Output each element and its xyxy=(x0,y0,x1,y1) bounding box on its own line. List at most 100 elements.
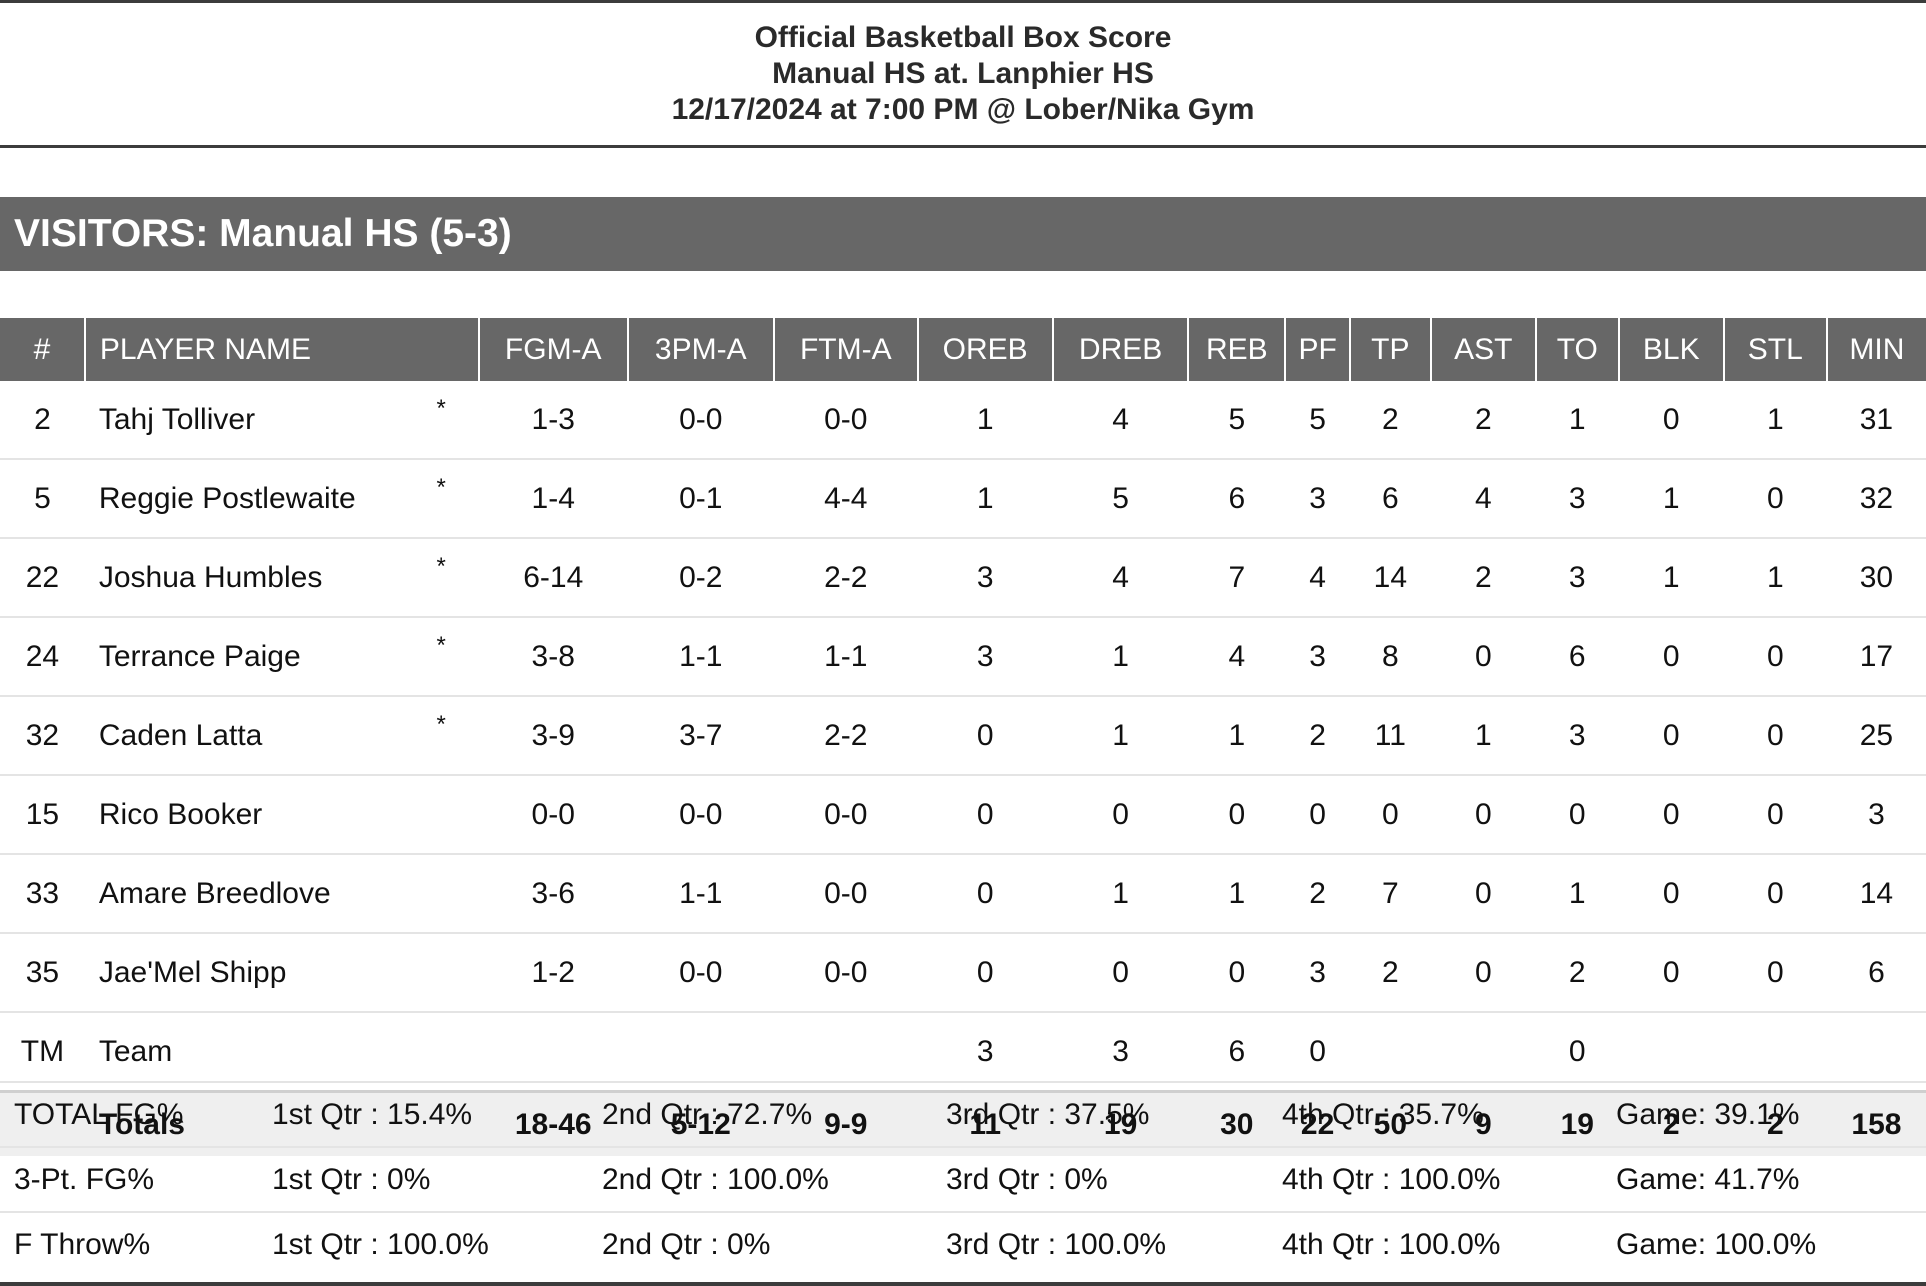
top-rule xyxy=(0,0,1926,3)
player-ast: 2 xyxy=(1474,402,1492,436)
percentage-row: F Throw% 1st Qtr : 100.0% 2nd Qtr : 0% 3rd … xyxy=(0,1211,1926,1276)
col-header-tp: TP xyxy=(1349,318,1432,381)
player-stl: 0 xyxy=(1723,932,1827,1012)
player-min: 25 xyxy=(1826,695,1926,775)
player-dreb: 1 xyxy=(1052,853,1189,933)
player-ast: 2 xyxy=(1430,537,1536,617)
pct-game: Game: 100.0% xyxy=(1616,1211,1926,1276)
player-num: 35 xyxy=(0,932,85,1012)
player-stl xyxy=(1723,1011,1827,1092)
player-oreb: 1 xyxy=(976,402,994,436)
player-pf: 4 xyxy=(1285,537,1350,617)
player-ftma: 0-0 xyxy=(774,853,918,933)
player-fgma: 3-6 xyxy=(478,853,628,933)
player-stl: 0 xyxy=(1723,774,1827,854)
player-min: 31 xyxy=(1859,402,1894,436)
player-tp: 0 xyxy=(1349,774,1431,854)
player-oreb: 3 xyxy=(917,537,1053,617)
team-title-bar: VISITORS: Manual HS (5-3) xyxy=(0,197,1926,271)
player-name: Joshua Humbles xyxy=(84,537,429,617)
player-min: 6 xyxy=(1826,932,1926,1012)
player-to: 6 xyxy=(1535,616,1619,696)
col-header-player-name: PLAYER NAME xyxy=(84,318,480,381)
player-fgma: 0-0 xyxy=(478,774,628,854)
player-ast: 0 xyxy=(1430,853,1536,933)
player-stl: 0 xyxy=(1723,458,1827,538)
player-to: 3 xyxy=(1535,537,1619,617)
player-name: Reggie Postlewaite xyxy=(84,458,429,538)
player-pf: 0 xyxy=(1285,774,1350,854)
col-header-fgma: FGM-A xyxy=(478,318,629,381)
player-row: 5 Reggie Postlewaite * 1-4 0-1 4-4 1 5 6 3 6 4 3 1 0 32 xyxy=(0,458,1926,538)
header-rule xyxy=(0,145,1926,148)
player-tp xyxy=(1349,1011,1431,1092)
player-tp: 2 xyxy=(1349,932,1431,1012)
player-dreb: 3 xyxy=(1052,1011,1189,1092)
player-num: 33 xyxy=(0,853,85,933)
player-tpma: 0-0 xyxy=(627,932,775,1012)
player-reb: 5 xyxy=(1228,402,1246,436)
player-oreb: 3 xyxy=(917,1011,1053,1092)
player-pf: 5 xyxy=(1309,402,1326,436)
player-min: 17 xyxy=(1826,616,1926,696)
player-pf: 0 xyxy=(1285,1011,1350,1092)
player-tp: 14 xyxy=(1349,537,1431,617)
player-ftma: 4-4 xyxy=(774,458,918,538)
player-row: 33 Amare Breedlove 3-6 1-1 0-0 0 1 1 2 7 0 1 0 0 14 xyxy=(0,853,1926,933)
player-min: 30 xyxy=(1826,537,1926,617)
player-num: 15 xyxy=(0,774,85,854)
player-stl: 0 xyxy=(1723,695,1827,775)
page-header: Official Basketball Box Score Manual HS … xyxy=(0,20,1926,128)
player-fgma: 1-3 xyxy=(531,402,575,436)
player-reb: 0 xyxy=(1188,774,1286,854)
player-reb: 6 xyxy=(1188,458,1286,538)
player-row: 24 Terrance Paige * 3-8 1-1 1-1 3 1 4 3 8 0 6 0 0 17 xyxy=(0,616,1926,696)
player-name: Tahj Tolliver xyxy=(98,402,256,436)
player-ftma: 0-0 xyxy=(824,402,868,436)
pct-q4: 4th Qtr : 100.0% xyxy=(1282,1146,1616,1212)
player-fgma: 6-14 xyxy=(478,537,628,617)
player-blk xyxy=(1618,1011,1724,1092)
pct-label: 3-Pt. FG% xyxy=(0,1146,272,1212)
player-name: Amare Breedlove xyxy=(84,853,429,933)
player-fgma: 1-4 xyxy=(478,458,628,538)
player-oreb: 0 xyxy=(917,932,1053,1012)
player-starter: * xyxy=(428,458,479,538)
player-fgma xyxy=(478,1011,628,1092)
player-ftma: 2-2 xyxy=(774,695,918,775)
player-ast xyxy=(1430,1011,1536,1092)
pct-q1: 1st Qtr : 100.0% xyxy=(272,1211,602,1276)
player-num: 5 xyxy=(0,458,85,538)
player-oreb: 0 xyxy=(917,695,1053,775)
player-pf: 2 xyxy=(1285,695,1350,775)
pct-label: TOTAL FG% xyxy=(0,1081,272,1147)
player-min: 32 xyxy=(1826,458,1926,538)
player-tpma: 1-1 xyxy=(627,853,775,933)
pct-game: Game: 41.7% xyxy=(1616,1146,1926,1212)
pct-q4: 4th Qtr : 100.0% xyxy=(1282,1211,1616,1276)
player-blk: 1 xyxy=(1618,537,1724,617)
game-datetime-venue: 12/17/2024 at 7:00 PM @ Lober/Nika Gym xyxy=(671,93,1255,126)
player-fgma: 3-9 xyxy=(478,695,628,775)
player-ftma: 2-2 xyxy=(774,537,918,617)
player-stl: 1 xyxy=(1766,402,1784,436)
player-oreb: 0 xyxy=(917,774,1053,854)
player-tpma: 0-2 xyxy=(627,537,775,617)
player-oreb: 3 xyxy=(917,616,1053,696)
player-tpma: 0-0 xyxy=(679,402,723,436)
header-row: # PLAYER NAME FGM-A 3PM-A FTM-A OREB DRE… xyxy=(0,318,1926,381)
player-ast: 0 xyxy=(1430,932,1536,1012)
player-reb: 4 xyxy=(1188,616,1286,696)
player-to: 1 xyxy=(1535,853,1619,933)
shooting-percentages-table: TOTAL FG% 1st Qtr : 15.4% 2nd Qtr : 72.7% 3… xyxy=(0,1081,1926,1276)
col-header-ftma: FTM-A xyxy=(774,318,919,381)
player-num: 2 xyxy=(34,402,51,436)
player-row: TM Team 3 3 6 0 0 xyxy=(0,1011,1926,1092)
player-to: 0 xyxy=(1535,774,1619,854)
col-header-ast: AST xyxy=(1430,318,1537,381)
player-starter xyxy=(428,774,479,854)
player-blk: 1 xyxy=(1618,458,1724,538)
player-tp: 7 xyxy=(1349,853,1431,933)
pct-label: F Throw% xyxy=(0,1211,272,1276)
col-header-oreb: OREB xyxy=(917,318,1054,381)
